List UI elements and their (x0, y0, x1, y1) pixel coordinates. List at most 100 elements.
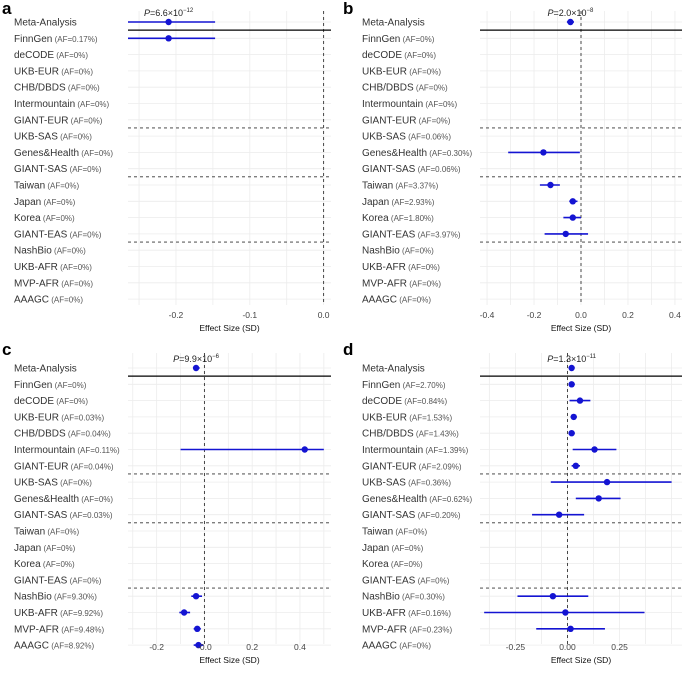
study-name: UKB-AFR (362, 262, 406, 273)
study-label: NashBio (AF=9.30%) (14, 592, 97, 603)
allele-frequency: (AF=2.09%) (416, 462, 461, 471)
allele-frequency: (AF=0%) (400, 35, 434, 44)
study-label: NashBio (AF=0%) (362, 246, 434, 257)
study-label: GIANT-EUR (AF=0.04%) (14, 461, 114, 472)
study-name: GIANT-EUR (14, 115, 68, 126)
allele-frequency: (AF=0%) (67, 576, 101, 585)
allele-frequency: (AF=0%) (414, 84, 448, 93)
allele-frequency: (AF=0%) (49, 296, 83, 305)
study-name: GIANT-SAS (362, 510, 416, 521)
study-name: GIANT-SAS (14, 510, 68, 521)
study-label: GIANT-SAS (AF=0.06%) (362, 164, 461, 175)
allele-frequency: (AF=0%) (389, 544, 423, 553)
x-axis-label: Effect Size (SD) (551, 655, 611, 665)
study-label: GIANT-SAS (AF=0.03%) (14, 510, 113, 521)
x-axis-label: Effect Size (SD) (199, 655, 259, 665)
study-name: Genes&Health (362, 148, 427, 159)
study-label: Meta-Analysis (362, 364, 425, 375)
study-name: GIANT-EUR (362, 461, 416, 472)
study-name: Japan (362, 543, 389, 554)
point-estimate (192, 364, 200, 372)
allele-frequency: (AF=0.30%) (427, 149, 472, 158)
study-name: Taiwan (14, 181, 45, 192)
allele-frequency: (AF=2.70%) (400, 381, 445, 390)
allele-frequency: (AF=0%) (58, 479, 92, 488)
allele-frequency: (AF=0.04%) (66, 430, 111, 439)
study-name: CHB/DBDS (362, 83, 414, 94)
study-label: Genes&Health (AF=0%) (14, 494, 113, 505)
allele-frequency: (AF=0%) (416, 116, 450, 125)
study-name: Japan (362, 197, 389, 208)
study-name: deCODE (14, 50, 54, 61)
allele-frequency: (AF=0%) (54, 397, 88, 406)
study-name: UKB-AFR (14, 262, 58, 273)
study-name: UKB-EUR (362, 66, 407, 77)
study-label: AAAGC (AF=0%) (14, 295, 83, 306)
study-label: GIANT-EAS (AF=3.97%) (362, 229, 461, 240)
allele-frequency: (AF=0%) (45, 528, 79, 537)
point-estimate (165, 35, 172, 42)
study-name: Japan (14, 197, 41, 208)
panel-label-c: c (2, 340, 11, 359)
point-estimate (549, 593, 557, 600)
study-name: Genes&Health (14, 148, 79, 159)
point-estimate (572, 462, 579, 469)
allele-frequency: (AF=0.16%) (406, 609, 451, 618)
study-name: Korea (362, 559, 389, 570)
allele-frequency: (AF=0%) (41, 214, 75, 223)
x-axis-label: Effect Size (SD) (199, 323, 259, 333)
study-label: FinnGen (AF=0%) (14, 380, 87, 391)
study-name: Meta-Analysis (362, 364, 425, 375)
study-label: Meta-Analysis (14, 18, 77, 29)
study-name: GIANT-EAS (14, 229, 68, 240)
allele-frequency: (AF=0%) (402, 51, 436, 60)
study-name: FinnGen (362, 380, 400, 391)
study-label: AAAGC (AF=0%) (362, 295, 431, 306)
study-name: CHB/DBDS (14, 83, 66, 94)
x-tick-label: -0.4 (480, 310, 495, 320)
study-name: GIANT-EAS (362, 575, 416, 586)
study-label: GIANT-EUR (AF=2.09%) (362, 461, 462, 472)
study-label: FinnGen (AF=2.70%) (362, 380, 446, 391)
allele-frequency: (AF=1.80%) (389, 214, 434, 223)
study-name: AAAGC (362, 295, 397, 306)
study-label: deCODE (AF=0.84%) (362, 396, 447, 407)
p-value-label: P=9.9×10−6 (173, 354, 220, 364)
x-tick-label: 0.0 (318, 310, 330, 320)
allele-frequency: (AF=0%) (415, 576, 449, 585)
point-estimate (547, 181, 554, 189)
study-name: GIANT-EUR (14, 461, 68, 472)
study-name: NashBio (362, 246, 400, 257)
panel-label-a: a (2, 0, 12, 18)
allele-frequency: (AF=0%) (397, 296, 431, 305)
allele-frequency: (AF=0.04%) (68, 462, 113, 471)
study-label: GIANT-EUR (AF=0%) (362, 115, 451, 126)
study-name: FinnGen (14, 34, 52, 45)
x-tick-label: -0.25 (506, 642, 526, 652)
study-name: NashBio (14, 246, 52, 257)
allele-frequency: (AF=0.11%) (75, 446, 120, 455)
study-name: FinnGen (362, 34, 400, 45)
study-name: Taiwan (362, 527, 393, 538)
study-label: Intermountain (AF=0.11%) (14, 445, 120, 456)
point-estimate (195, 641, 202, 649)
allele-frequency: (AF=0%) (389, 560, 423, 569)
point-estimate (591, 446, 598, 453)
study-label: AAAGC (AF=0%) (362, 641, 431, 652)
study-name: UKB-EUR (14, 412, 59, 423)
study-name: Korea (362, 213, 389, 224)
study-label: CHB/DBDS (AF=0%) (14, 83, 100, 94)
study-label: MVP-AFR (AF=0%) (362, 278, 441, 289)
x-tick-label: 0.4 (294, 642, 306, 652)
allele-frequency: (AF=0.03%) (67, 511, 112, 520)
study-name: deCODE (362, 50, 402, 61)
study-label: Japan (AF=0%) (14, 543, 76, 554)
allele-frequency: (AF=0.03%) (59, 413, 104, 422)
study-name: GIANT-SAS (14, 164, 68, 175)
study-name: UKB-AFR (362, 608, 406, 619)
x-tick-label: -0.1 (242, 310, 257, 320)
study-label: GIANT-EAS (AF=0%) (362, 575, 450, 586)
allele-frequency: (AF=0.30%) (400, 593, 445, 602)
